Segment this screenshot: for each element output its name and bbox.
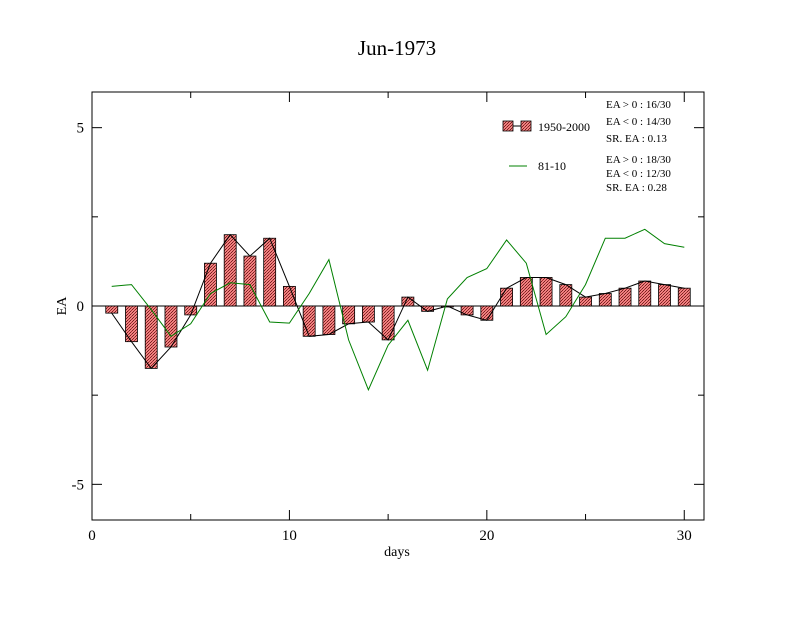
bar-day-1 (105, 305, 119, 314)
bar-day-21 (500, 287, 513, 307)
legend-label-81-10: 81-10 (538, 159, 566, 173)
axes: 0 10 20 30 -5 0 5 (72, 92, 704, 544)
series-line-1950-2000 (111, 233, 685, 370)
bar-day-27 (618, 287, 632, 307)
x-axis-label: days (384, 545, 410, 560)
bar-day-23 (539, 277, 553, 307)
stats-81-10-pos: EA > 0 : 18/30 (606, 154, 671, 166)
stats-1950-2000-sr: SR. EA : 0.13 (606, 133, 667, 145)
y-tick-label-5: 5 (77, 121, 85, 137)
x-tick-label-30: 30 (677, 528, 692, 544)
stats-81-10-sr: SR. EA : 0.28 (606, 182, 667, 194)
bar-day-19 (460, 305, 474, 316)
bar-day-15 (381, 305, 395, 341)
bar-day-8 (243, 255, 257, 307)
x-tick-label-20: 20 (479, 528, 494, 544)
y-tick-label--5: -5 (72, 477, 85, 493)
chart-title: Jun-1973 (358, 36, 436, 60)
bar-day-11 (302, 305, 316, 337)
y-axis-label: EA (55, 296, 70, 316)
legend-swatch-1950-2000-left (502, 120, 514, 132)
legend-label-1950-2000: 1950-2000 (538, 120, 590, 134)
legend: 1950-2000 81-10 EA > 0 : 16/30 EA < 0 : … (502, 99, 671, 194)
legend-swatch-1950-2000-right (520, 120, 532, 132)
bar-day-29 (658, 284, 671, 307)
bar-day-25 (579, 296, 592, 307)
stats-1950-2000-neg: EA < 0 : 14/30 (606, 116, 671, 128)
plot-area (92, 228, 704, 392)
x-tick-label-10: 10 (282, 528, 297, 544)
bar-day-22 (519, 277, 533, 307)
x-tick-label-0: 0 (88, 528, 96, 544)
bar-day-16 (401, 296, 415, 307)
stats-81-10-neg: EA < 0 : 12/30 (606, 168, 671, 180)
y-tick-label-0: 0 (77, 299, 85, 315)
bar-day-12 (322, 305, 336, 335)
bar-day-14 (361, 305, 375, 323)
bar-day-28 (638, 280, 652, 307)
bar-day-26 (598, 293, 612, 307)
series-line-81-10 (111, 228, 685, 392)
stats-1950-2000-pos: EA > 0 : 16/30 (606, 99, 671, 111)
bar-day-30 (677, 287, 691, 307)
bar-day-7 (223, 234, 237, 307)
